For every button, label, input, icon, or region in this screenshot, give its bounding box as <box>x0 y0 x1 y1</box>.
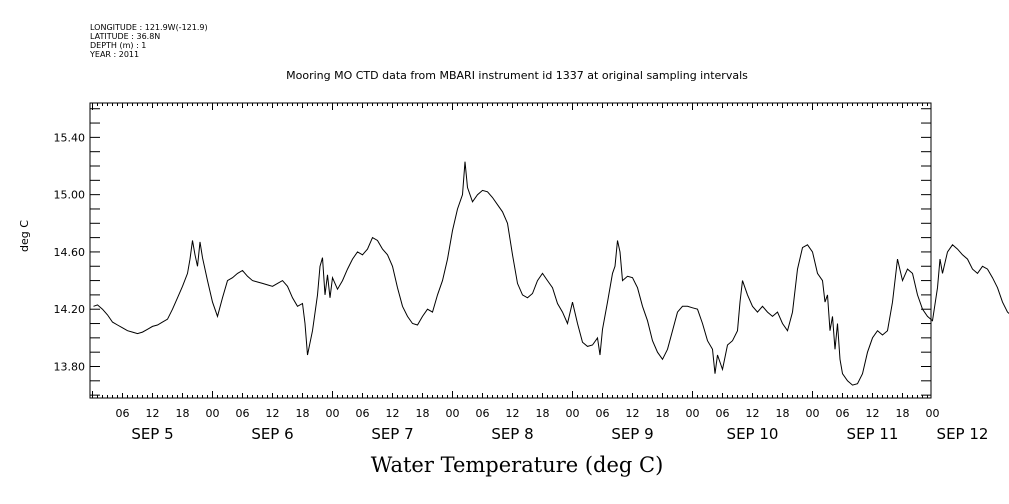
x-hour-label: 18 <box>296 407 310 420</box>
x-hour-label: 06 <box>476 407 490 420</box>
meta-depth: DEPTH (m) : 1 <box>90 41 147 50</box>
x-hour-label: 00 <box>446 407 460 420</box>
x-hour-label: 12 <box>266 407 280 420</box>
x-day-label: SEP 5 <box>131 425 173 443</box>
x-hour-label: 06 <box>596 407 610 420</box>
y-tick-label: 14.20 <box>54 303 86 316</box>
y-tick-label: 13.80 <box>54 360 86 373</box>
x-day-label: SEP 10 <box>727 425 779 443</box>
x-day-label: SEP 12 <box>937 425 989 443</box>
y-tick-label: 14.60 <box>54 246 86 259</box>
plot-frame <box>89 102 932 399</box>
x-hour-label: 00 <box>926 407 940 420</box>
x-day-label: SEP 7 <box>371 425 413 443</box>
meta-latitude: LATITUDE : 36.8N <box>90 32 161 41</box>
x-hour-label: 00 <box>686 407 700 420</box>
x-hour-label: 18 <box>416 407 430 420</box>
y-tick-label: 15.40 <box>54 131 86 144</box>
x-hour-label: 12 <box>866 407 880 420</box>
chart-subtitle: Mooring MO CTD data from MBARI instrumen… <box>286 69 748 82</box>
x-hour-label: 12 <box>146 407 160 420</box>
chart-title: Water Temperature (deg C) <box>370 453 664 477</box>
x-hour-label: 06 <box>236 407 250 420</box>
x-hour-label: 00 <box>206 407 220 420</box>
meta-longitude: LONGITUDE : 121.9W(-121.9) <box>90 23 208 32</box>
x-hour-label: 12 <box>506 407 520 420</box>
x-hour-label: 12 <box>386 407 400 420</box>
x-day-label: SEP 11 <box>847 425 899 443</box>
x-hour-label: 00 <box>806 407 820 420</box>
x-hour-label: 06 <box>836 407 850 420</box>
x-hour-label: 18 <box>536 407 550 420</box>
x-day-label: SEP 8 <box>491 425 533 443</box>
x-day-label: SEP 6 <box>251 425 293 443</box>
x-hour-label: 00 <box>326 407 340 420</box>
y-tick-label: 15.00 <box>54 189 86 202</box>
x-hour-label: 06 <box>116 407 130 420</box>
x-hour-label: 18 <box>176 407 190 420</box>
meta-year: YEAR : 2011 <box>90 50 140 59</box>
x-hour-label: 12 <box>626 407 640 420</box>
x-hour-label: 06 <box>356 407 370 420</box>
x-hour-label: 12 <box>746 407 760 420</box>
x-hour-label: 00 <box>566 407 580 420</box>
x-hour-label: 18 <box>776 407 790 420</box>
x-hour-label: 06 <box>716 407 730 420</box>
x-day-label: SEP 9 <box>611 425 653 443</box>
x-hour-label: 18 <box>896 407 910 420</box>
temperature-series-line <box>93 161 1009 386</box>
x-hour-label: 18 <box>656 407 670 420</box>
